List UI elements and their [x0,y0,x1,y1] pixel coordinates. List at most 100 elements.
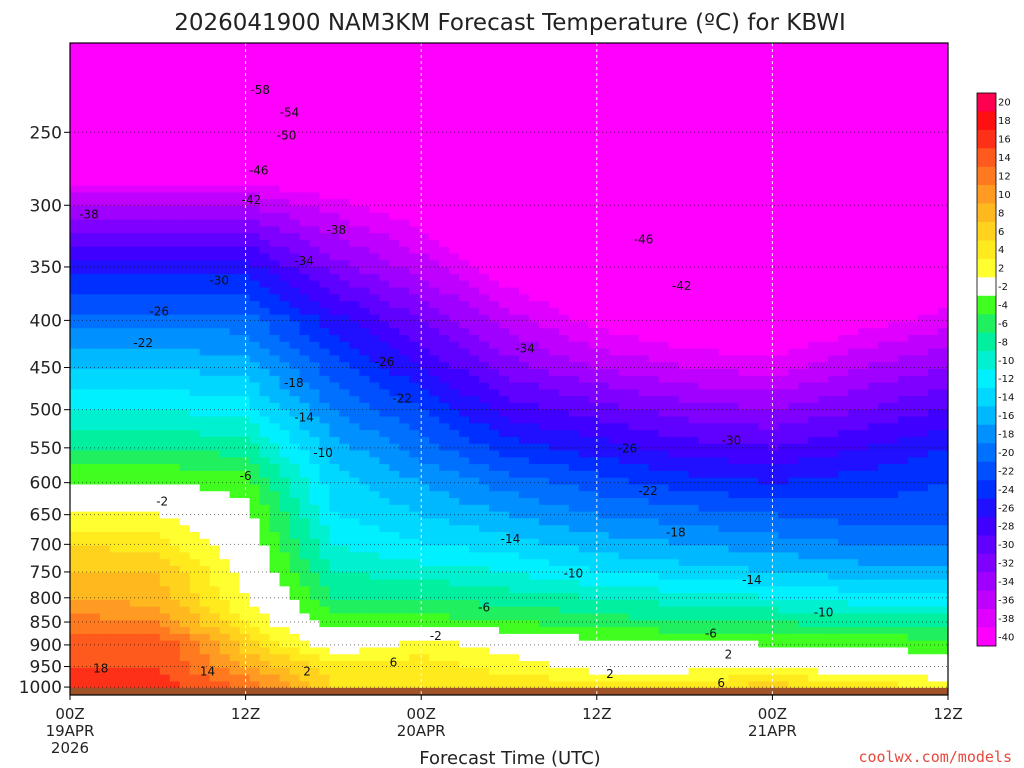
heatmap-cell [70,586,81,594]
heatmap-cell [279,369,291,377]
heatmap-cell [169,328,181,336]
heatmap-cell [518,518,530,526]
heatmap-cell [439,131,450,139]
heatmap-cell [379,314,390,323]
heatmap-cell [568,416,580,424]
heatmap-cell [269,151,281,160]
heatmap-cell [109,491,121,499]
heatmap-cell [499,586,510,594]
heatmap-cell [339,49,350,58]
heatmap-cell [219,470,231,479]
heatmap-cell [99,172,111,180]
heatmap-cell [518,545,530,553]
heatmap-cell [449,647,460,655]
heatmap-cell [149,464,161,472]
heatmap-cell [449,90,460,98]
heatmap-cell [319,565,331,574]
heatmap-cell [548,389,560,397]
heatmap-cell [179,362,191,370]
heatmap-cell [439,545,450,553]
heatmap-cell [129,470,141,479]
heatmap-cell [349,287,360,295]
heatmap-cell [359,498,370,506]
heatmap-cell [459,627,470,635]
heatmap-cell [70,593,81,601]
heatmap-cell [119,280,131,289]
heatmap-cell [309,633,321,642]
heatmap-cell [149,586,161,594]
heatmap-cell [259,267,271,275]
heatmap-cell [199,287,211,295]
heatmap-cell [469,620,480,628]
heatmap-cell [379,260,390,268]
heatmap-cell [239,307,251,316]
heatmap-cell [189,117,201,126]
heatmap-cell [79,226,91,234]
heatmap-cell [109,348,121,357]
heatmap-cell [239,477,251,486]
heatmap-cell [419,301,430,309]
heatmap-cell [389,280,400,289]
heatmap-cell [149,518,161,526]
heatmap-cell [429,280,440,289]
heatmap-cell [479,606,490,615]
heatmap-cell [558,76,570,85]
heatmap-cell [329,355,340,363]
heatmap-cell [429,470,440,479]
heatmap-cell [389,681,400,689]
heatmap-cell [399,355,410,363]
heatmap-cell [139,362,151,370]
heatmap-cell [528,212,540,221]
heatmap-cell [369,606,380,615]
heatmap-cell [309,301,321,309]
heatmap-cell [419,70,430,78]
heatmap-cell [169,192,181,200]
heatmap-cell [259,552,271,560]
heatmap-cell [459,423,470,431]
heatmap-cell [169,572,181,581]
heatmap-cell [419,640,430,649]
heatmap-cell [99,43,111,51]
heatmap-cell [528,593,540,601]
heatmap-cell [129,538,141,547]
heatmap-cell [279,491,291,499]
heatmap-cell [578,287,590,295]
heatmap-cell [189,151,201,160]
heatmap-cell [429,620,440,628]
heatmap-cell [219,131,231,139]
heatmap-cell [109,90,121,98]
heatmap-cell [379,131,390,139]
heatmap-cell [109,430,121,438]
heatmap-cell [449,287,460,295]
heatmap-cell [479,389,490,397]
heatmap-cell [419,260,430,268]
heatmap-cell [149,172,161,180]
heatmap-cell [259,450,271,458]
heatmap-cell [309,70,321,78]
heatmap-cell [199,104,211,112]
heatmap-cell [289,144,301,153]
heatmap-cell [229,206,241,214]
heatmap-cell [509,654,520,662]
heatmap-cell [329,335,340,343]
heatmap-cell [459,606,470,615]
heatmap-cell [509,667,520,676]
heatmap-cell [439,552,450,560]
heatmap-cell [339,301,350,309]
heatmap-cell [568,63,580,71]
heatmap-cell [269,246,281,255]
heatmap-cell [479,76,490,85]
heatmap-cell [239,260,251,268]
heatmap-cell [109,97,121,105]
heatmap-cell [139,559,151,567]
heatmap-cell [70,430,81,438]
heatmap-cell [439,674,450,683]
heatmap-cell [369,307,380,316]
heatmap-cell [309,260,321,268]
heatmap-cell [259,667,271,676]
heatmap-cell [329,178,340,187]
heatmap-cell [518,606,530,615]
heatmap-cell [129,90,141,98]
heatmap-cell [319,110,331,119]
heatmap-cell [209,192,221,200]
